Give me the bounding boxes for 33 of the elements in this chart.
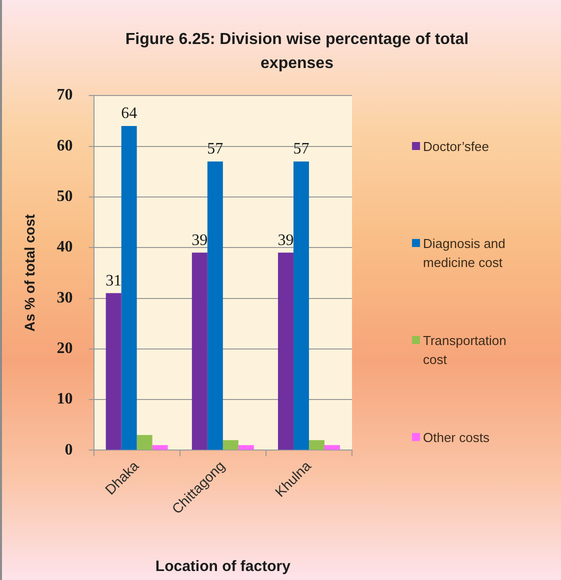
data-label: 31	[106, 272, 122, 290]
bar	[308, 440, 324, 450]
bar	[192, 252, 208, 450]
data-label: 57	[207, 140, 224, 158]
bar	[324, 445, 340, 450]
y-tick-label: 40	[56, 238, 73, 256]
bar	[106, 293, 122, 450]
chart-title: Figure 6.25: Division wise percentage of total expenses	[124, 30, 470, 74]
y-tick-label: 10	[56, 390, 73, 408]
legend-label: Diagnosis and medicine cost	[423, 235, 506, 272]
data-label: 39	[192, 232, 208, 249]
y-tick-label: 70	[56, 86, 73, 104]
y-tick-label: 50	[56, 188, 73, 206]
legend-label: Doctor’sfee	[423, 138, 490, 156]
y-tick-label: 30	[56, 289, 73, 306]
y-axis-title: As % of total cost	[21, 214, 38, 332]
legend-label: Transportation cost	[423, 332, 508, 369]
bar	[222, 440, 238, 450]
x-axis-title: Location of factory	[155, 558, 292, 576]
bar	[207, 161, 223, 450]
bar	[278, 252, 294, 450]
legend-label: Other costs	[423, 429, 490, 447]
data-label: 39	[278, 232, 294, 249]
bar	[238, 445, 254, 450]
y-tick-label: 20	[56, 340, 73, 358]
bar	[293, 161, 309, 450]
bar	[121, 126, 137, 450]
bar	[136, 435, 152, 450]
y-tick-label: 60	[56, 137, 73, 154]
data-label: 57	[293, 140, 310, 158]
data-label: 64	[121, 105, 138, 122]
bar	[152, 445, 168, 450]
y-tick-label: 0	[64, 441, 73, 458]
